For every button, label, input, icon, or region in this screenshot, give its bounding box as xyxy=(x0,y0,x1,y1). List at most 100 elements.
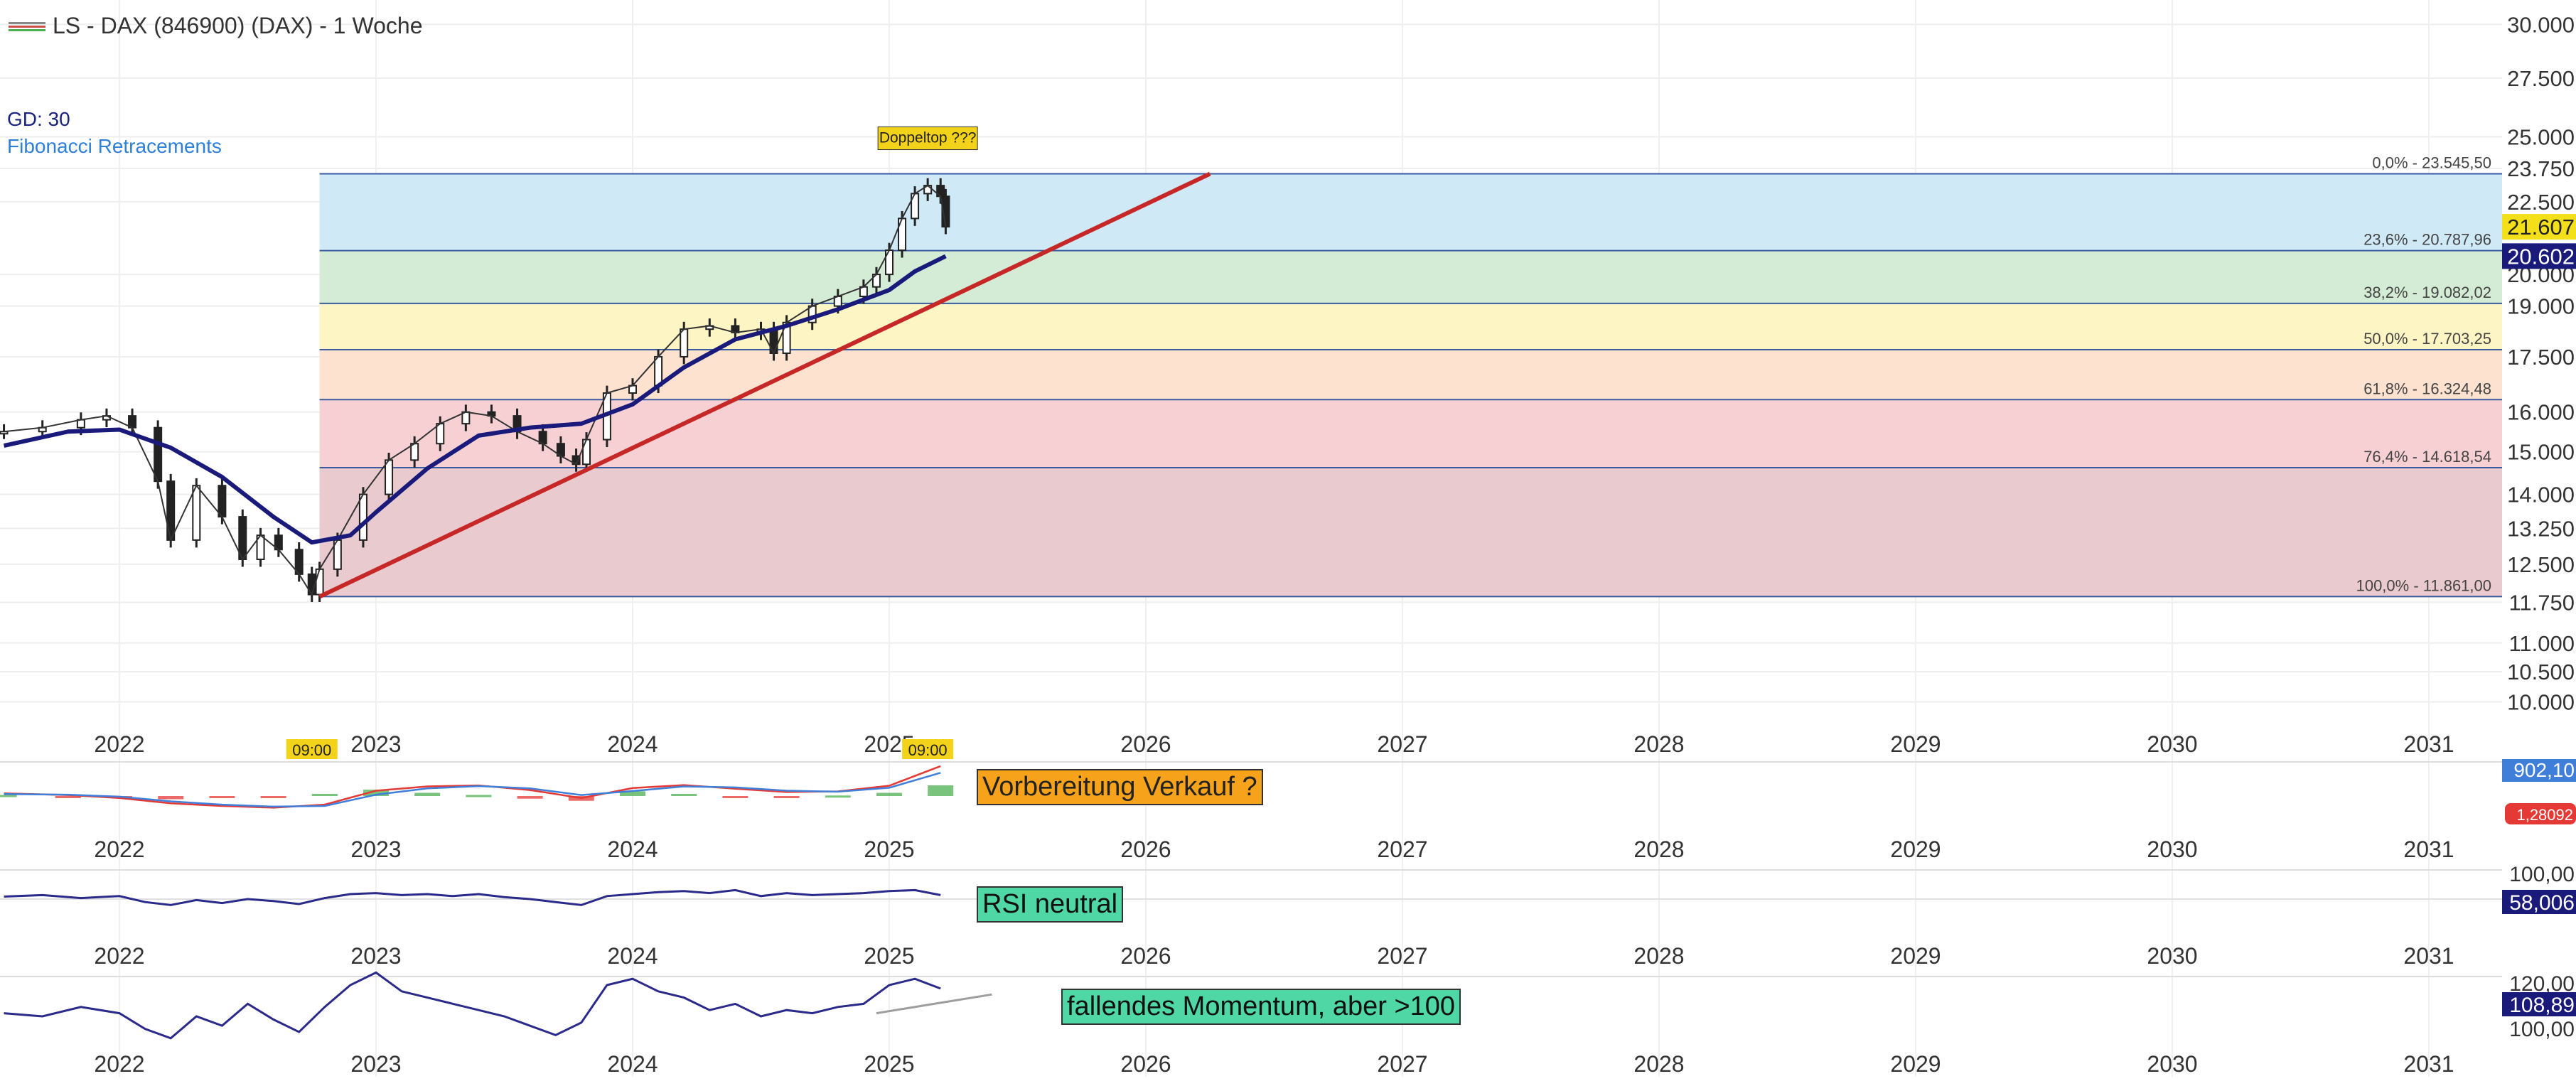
momentum-x-tick-label: 2024 xyxy=(607,1051,658,1077)
price-line xyxy=(4,184,947,596)
momentum-x-tick-label: 2026 xyxy=(1120,1051,1171,1077)
macd-histogram-bar xyxy=(825,795,851,798)
rsi-x-tick-label: 2030 xyxy=(2147,943,2197,969)
macd-histogram-bar xyxy=(55,796,81,798)
rsi-x-tick-label: 2022 xyxy=(94,943,144,969)
macd-x-tick-label: 2023 xyxy=(350,837,401,862)
ma-price-badge xyxy=(2502,243,2576,269)
rsi-upper-label: 100,00 xyxy=(2509,863,2575,886)
fib-level-label: 100,0% - 11.861,00 xyxy=(2356,576,2491,594)
macd-x-tick-label: 2030 xyxy=(2147,837,2197,862)
macd-histogram-bar xyxy=(209,796,235,798)
macd-x-tick-label: 2028 xyxy=(1633,837,1684,862)
rsi-x-tick-label: 2027 xyxy=(1377,943,1427,969)
candle-body xyxy=(192,485,201,541)
price-x-tick-label: 2026 xyxy=(1120,731,1171,757)
y-tick-label: 23.750 xyxy=(2507,156,2575,181)
rsi-annotation[interactable]: RSI neutral xyxy=(977,886,1124,923)
y-tick-label: 14.000 xyxy=(2507,483,2575,507)
y-tick-label: 17.500 xyxy=(2507,345,2575,370)
momentum-x-tick-label: 2031 xyxy=(2403,1051,2454,1077)
y-tick-label: 15.000 xyxy=(2507,440,2575,465)
rsi-x-tick-label: 2029 xyxy=(1890,943,1941,969)
time-marker-badge xyxy=(902,739,954,759)
fib-level-label: 61,8% - 16.324,48 xyxy=(2363,380,2491,397)
chart-title-text: LS - DAX (846900) (DAX) - 1 Woche xyxy=(53,13,423,38)
y-tick-label: 16.000 xyxy=(2507,400,2575,425)
rsi-x-tick-label: 2025 xyxy=(864,943,914,969)
macd-signal-label: 1,28092 xyxy=(2516,806,2573,824)
price-x-tick-label: 2022 xyxy=(94,731,144,757)
macd-signal-line xyxy=(4,772,941,808)
macd-histogram-bar xyxy=(671,794,697,797)
macd-x-tick-label: 2025 xyxy=(864,837,914,862)
macd-histogram-bar xyxy=(773,796,800,798)
macd-histogram-bar xyxy=(260,796,286,798)
macd-histogram-bar xyxy=(158,796,184,800)
macd-histogram-bar xyxy=(517,796,543,799)
macd-annotation[interactable]: Vorbereitung Verkauf ? xyxy=(977,769,1263,805)
candle-body xyxy=(315,568,324,596)
momentum-line xyxy=(4,971,941,1040)
y-tick-label: 27.500 xyxy=(2507,66,2575,91)
fib-level-label: 38,2% - 19.082,02 xyxy=(2363,284,2491,301)
rsi-x-tick-label: 2023 xyxy=(350,943,401,969)
macd-histogram-bar xyxy=(876,792,902,796)
macd-histogram-bar xyxy=(311,794,338,797)
fib-zone xyxy=(319,468,2502,597)
momentum-annotation[interactable]: fallendes Momentum, aber >100 xyxy=(1061,989,1461,1025)
ma-legend[interactable]: GD: 30 xyxy=(7,108,70,130)
y-tick-label: 19.000 xyxy=(2507,294,2575,319)
y-tick-label: 10.000 xyxy=(2507,689,2575,714)
macd-x-tick-label: 2026 xyxy=(1120,837,1171,862)
rsi-line xyxy=(4,888,941,906)
momentum-x-tick-label: 2027 xyxy=(1377,1051,1427,1077)
momentum-value-badge xyxy=(2502,992,2576,1016)
candle-body xyxy=(218,485,227,518)
price-x-tick-label: 2030 xyxy=(2147,731,2197,757)
candle-body xyxy=(582,439,591,466)
momentum-x-tick-label: 2030 xyxy=(2147,1051,2197,1077)
fib-zone xyxy=(319,399,2502,468)
price-x-tick-label: 2027 xyxy=(1377,731,1427,757)
rsi-x-tick-label: 2028 xyxy=(1633,943,1684,969)
y-tick-label: 30.000 xyxy=(2507,12,2575,37)
last-price-label: 21.607 xyxy=(2507,215,2575,240)
momentum-x-tick-label: 2022 xyxy=(94,1051,144,1077)
macd-histogram-bar xyxy=(363,790,389,796)
fib-level-label: 0,0% - 23.545,50 xyxy=(2372,154,2491,172)
momentum-trendline xyxy=(876,993,992,1015)
y-tick-label: 25.000 xyxy=(2507,125,2575,150)
price-x-tick-label: 2024 xyxy=(607,731,658,757)
momentum-x-tick-label: 2028 xyxy=(1633,1051,1684,1077)
candle-body xyxy=(385,459,394,495)
y-tick-label: 13.250 xyxy=(2507,516,2575,541)
candle-body xyxy=(154,426,163,483)
fib-zone xyxy=(319,250,2502,303)
y-tick-label: 11.000 xyxy=(2508,631,2575,656)
macd-histogram-bar xyxy=(722,796,748,798)
y-tick-label: 10.500 xyxy=(2507,660,2575,684)
macd-value-label: 902,10 xyxy=(2513,759,2575,781)
fibonacci-legend[interactable]: Fibonacci Retracements xyxy=(7,135,222,157)
macd-value-badge xyxy=(2502,759,2576,782)
macd-histogram-bar xyxy=(0,795,17,797)
candle-body xyxy=(436,423,445,445)
rsi-x-tick-label: 2031 xyxy=(2403,943,2454,969)
time-marker-label: 09:00 xyxy=(292,741,331,759)
fib-level-label: 76,4% - 14.618,54 xyxy=(2363,448,2491,466)
time-marker-label: 09:00 xyxy=(908,741,948,759)
momentum-lower-label: 100,00 xyxy=(2509,1018,2575,1041)
fib-level-label: 50,0% - 17.703,25 xyxy=(2363,330,2491,348)
moving-average-line xyxy=(3,254,947,545)
rsi-value-label: 58,006 xyxy=(2509,891,2575,915)
legend-lines-icon xyxy=(9,21,45,31)
momentum-x-tick-label: 2025 xyxy=(864,1051,914,1077)
y-tick-label: 22.500 xyxy=(2507,190,2575,215)
rsi-x-tick-label: 2024 xyxy=(607,943,658,969)
ma-price-label: 20.602 xyxy=(2507,244,2575,269)
candle-body xyxy=(654,355,663,387)
momentum-x-tick-label: 2023 xyxy=(350,1051,401,1077)
